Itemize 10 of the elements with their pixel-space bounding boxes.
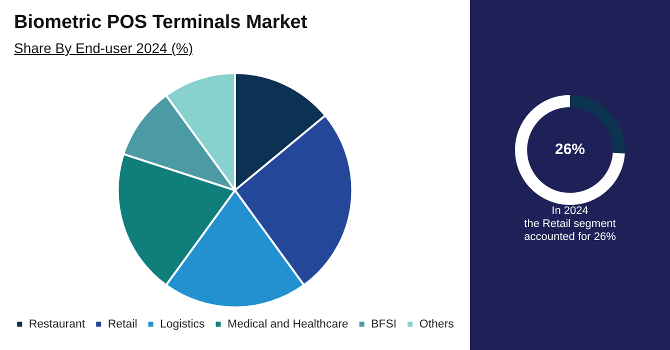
chart-subtitle: Share By End-user 2024 (%) — [14, 40, 193, 56]
legend-label: BFSI — [371, 318, 397, 330]
text: 26% — [554, 141, 586, 158]
chart-title: Biometric POS Terminals Market — [14, 12, 308, 34]
legend-label: Medical and Healthcare — [228, 318, 348, 330]
legend-label: Logistics — [160, 318, 206, 330]
legend-label: Retail — [108, 318, 138, 330]
text: In 2024 the Retail segment accounted for 26% — [523, 205, 617, 244]
legend-label: Others — [419, 318, 454, 330]
legend-label: Restaurant — [28, 318, 86, 330]
